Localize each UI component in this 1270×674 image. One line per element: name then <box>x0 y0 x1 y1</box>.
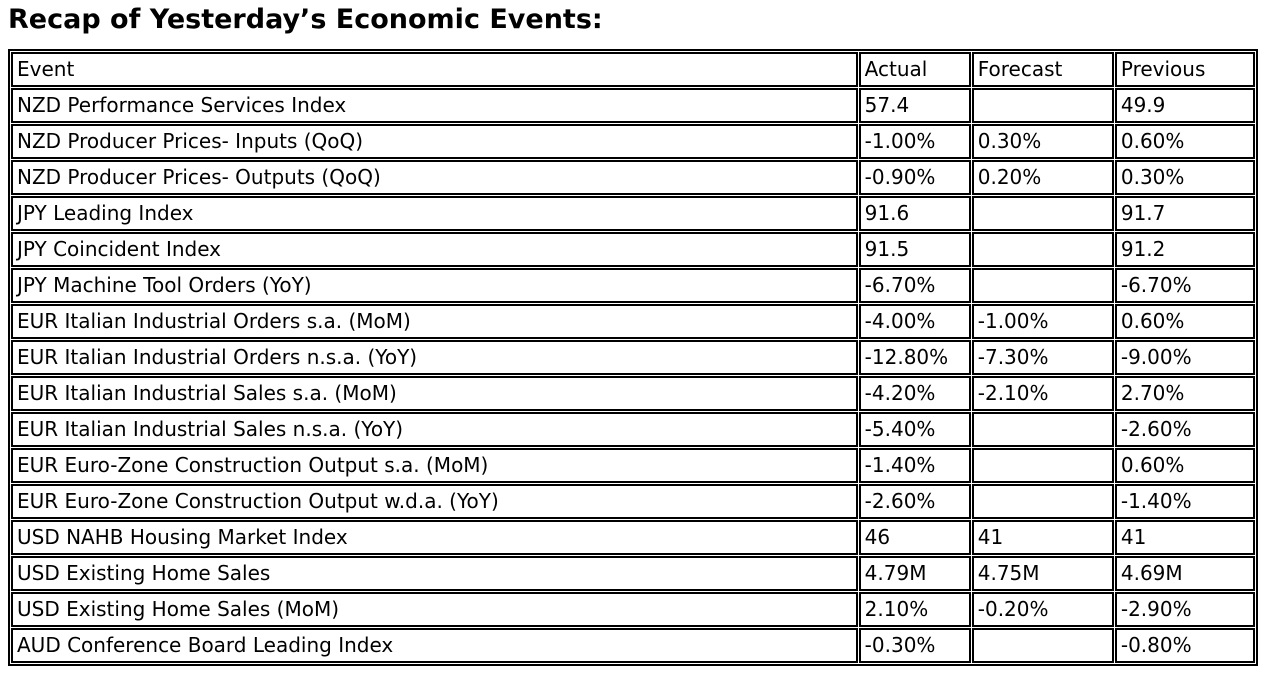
actual-cell: -2.60% <box>858 484 971 520</box>
actual-cell: -1.40% <box>858 448 971 484</box>
previous-cell: 0.60% <box>1114 124 1255 160</box>
table-row: EUR Euro-Zone Construction Output s.a. (… <box>11 448 1255 484</box>
actual-cell: 46 <box>858 520 971 556</box>
previous-cell: 0.60% <box>1114 304 1255 340</box>
actual-cell: -12.80% <box>858 340 971 376</box>
event-cell: USD NAHB Housing Market Index <box>11 520 858 556</box>
forecast-cell: 0.30% <box>971 124 1114 160</box>
forecast-cell: -2.10% <box>971 376 1114 412</box>
actual-cell: -1.00% <box>858 124 971 160</box>
forecast-cell <box>971 88 1114 124</box>
event-cell: NZD Producer Prices- Outputs (QoQ) <box>11 160 858 196</box>
column-header-forecast: Forecast <box>971 52 1114 88</box>
table-row: AUD Conference Board Leading Index -0.30%… <box>11 628 1255 664</box>
page-title: Recap of Yesterday’s Economic Events: <box>8 4 603 35</box>
table-body: NZD Performance Services Index 57.4 49.9 NZ… <box>11 88 1255 664</box>
table-row: USD Existing Home Sales 4.79M 4.75M 4.69M <box>11 556 1255 592</box>
forecast-cell <box>971 448 1114 484</box>
forecast-cell: 4.75M <box>971 556 1114 592</box>
column-header-previous: Previous <box>1114 52 1255 88</box>
forecast-cell <box>971 628 1114 664</box>
previous-cell: -1.40% <box>1114 484 1255 520</box>
forecast-cell: -0.20% <box>971 592 1114 628</box>
table-row: JPY Leading Index 91.6 91.7 <box>11 196 1255 232</box>
actual-cell: -5.40% <box>858 412 971 448</box>
forecast-cell: -7.30% <box>971 340 1114 376</box>
column-header-actual: Actual <box>858 52 971 88</box>
previous-cell: 49.9 <box>1114 88 1255 124</box>
table-row: NZD Producer Prices- Inputs (QoQ) -1.00% 0… <box>11 124 1255 160</box>
previous-cell: 91.2 <box>1114 232 1255 268</box>
event-cell: JPY Leading Index <box>11 196 858 232</box>
actual-cell: 91.6 <box>858 196 971 232</box>
event-cell: EUR Euro-Zone Construction Output w.d.a.… <box>11 484 858 520</box>
table-row: NZD Performance Services Index 57.4 49.9 <box>11 88 1255 124</box>
previous-cell: 91.7 <box>1114 196 1255 232</box>
event-cell: EUR Italian Industrial Orders s.a. (MoM) <box>11 304 858 340</box>
event-cell: EUR Italian Industrial Sales s.a. (MoM) <box>11 376 858 412</box>
previous-cell: 0.30% <box>1114 160 1255 196</box>
header-row: Event Actual Forecast Previous <box>11 52 1255 88</box>
previous-cell: -0.80% <box>1114 628 1255 664</box>
actual-cell: 91.5 <box>858 232 971 268</box>
actual-cell: -0.30% <box>858 628 971 664</box>
table-row: USD Existing Home Sales (MoM) 2.10% -0.20%… <box>11 592 1255 628</box>
event-cell: USD Existing Home Sales (MoM) <box>11 592 858 628</box>
event-cell: EUR Euro-Zone Construction Output s.a. (… <box>11 448 858 484</box>
actual-cell: -6.70% <box>858 268 971 304</box>
actual-cell: 57.4 <box>858 88 971 124</box>
previous-cell: -2.60% <box>1114 412 1255 448</box>
table-row: EUR Euro-Zone Construction Output w.d.a.… <box>11 484 1255 520</box>
previous-cell: 2.70% <box>1114 376 1255 412</box>
table-row: USD NAHB Housing Market Index 46 41 41 <box>11 520 1255 556</box>
event-cell: EUR Italian Industrial Orders n.s.a. (Yo… <box>11 340 858 376</box>
actual-cell: -0.90% <box>858 160 971 196</box>
event-cell: NZD Performance Services Index <box>11 88 858 124</box>
forecast-cell: 41 <box>971 520 1114 556</box>
forecast-cell <box>971 268 1114 304</box>
previous-cell: -2.90% <box>1114 592 1255 628</box>
forecast-cell <box>971 232 1114 268</box>
actual-cell: -4.00% <box>858 304 971 340</box>
table-row: JPY Machine Tool Orders (YoY) -6.70% -6.70… <box>11 268 1255 304</box>
previous-cell: -9.00% <box>1114 340 1255 376</box>
table-row: EUR Italian Industrial Orders n.s.a. (Yo… <box>11 340 1255 376</box>
previous-cell: 0.60% <box>1114 448 1255 484</box>
table-row: EUR Italian Industrial Sales n.s.a. (YoY… <box>11 412 1255 448</box>
column-header-event: Event <box>11 52 858 88</box>
forecast-cell <box>971 412 1114 448</box>
economic-events-table: Event Actual Forecast Previous NZD Performa… <box>8 49 1258 667</box>
event-cell: JPY Coincident Index <box>11 232 858 268</box>
table-row: JPY Coincident Index 91.5 91.2 <box>11 232 1255 268</box>
forecast-cell: -1.00% <box>971 304 1114 340</box>
event-cell: USD Existing Home Sales <box>11 556 858 592</box>
event-cell: NZD Producer Prices- Inputs (QoQ) <box>11 124 858 160</box>
previous-cell: 4.69M <box>1114 556 1255 592</box>
event-cell: EUR Italian Industrial Sales n.s.a. (YoY… <box>11 412 858 448</box>
event-cell: JPY Machine Tool Orders (YoY) <box>11 268 858 304</box>
actual-cell: 2.10% <box>858 592 971 628</box>
event-cell: AUD Conference Board Leading Index <box>11 628 858 664</box>
table-row: NZD Producer Prices- Outputs (QoQ) -0.90%… <box>11 160 1255 196</box>
forecast-cell <box>971 484 1114 520</box>
previous-cell: -6.70% <box>1114 268 1255 304</box>
forecast-cell <box>971 196 1114 232</box>
table-row: EUR Italian Industrial Sales s.a. (MoM) -… <box>11 376 1255 412</box>
table-row: EUR Italian Industrial Orders s.a. (MoM)… <box>11 304 1255 340</box>
previous-cell: 41 <box>1114 520 1255 556</box>
forecast-cell: 0.20% <box>971 160 1114 196</box>
actual-cell: 4.79M <box>858 556 971 592</box>
actual-cell: -4.20% <box>858 376 971 412</box>
